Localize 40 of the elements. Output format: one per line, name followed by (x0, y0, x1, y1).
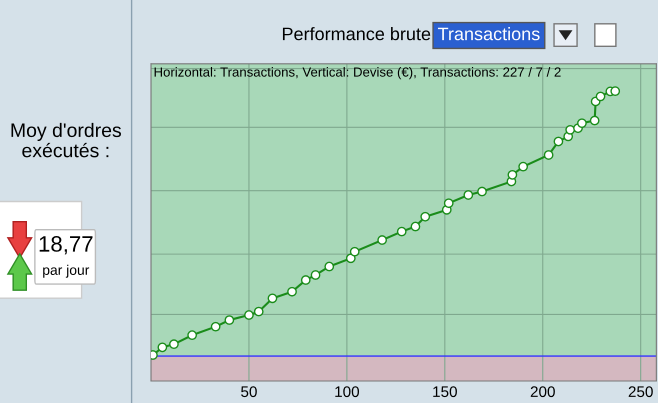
point (187, 330, 198, 340)
point (508, 170, 518, 180)
point (554, 136, 564, 146)
point (577, 118, 587, 128)
point (463, 190, 474, 200)
text: Moy d'ordres exécutés : (12, 122, 121, 158)
chart-subtitle: Horizontal: Transactions, Vertical: Devise (€), Transactions: 227 / 7 / 2 (154, 67, 561, 80)
point (518, 162, 528, 172)
text: Transactions (438, 27, 540, 40)
point (544, 150, 554, 160)
point (254, 306, 264, 316)
point (477, 186, 487, 196)
point (224, 315, 234, 325)
x-tick-label: 250 (628, 386, 653, 398)
x-tick-label: 200 (530, 386, 555, 398)
point (169, 339, 179, 350)
point (396, 226, 407, 236)
point (610, 86, 620, 96)
point (444, 198, 454, 208)
point (244, 310, 254, 320)
point (287, 286, 297, 297)
point (590, 116, 600, 126)
point (268, 293, 278, 304)
point (596, 92, 606, 102)
point (158, 342, 168, 352)
x-tick-label: 50 (241, 386, 257, 398)
point (410, 222, 420, 232)
x-tick-label: 150 (433, 386, 457, 398)
point (324, 262, 334, 272)
point (210, 322, 221, 332)
point (300, 275, 311, 285)
point (377, 235, 387, 245)
point (310, 270, 320, 280)
text: par jour (43, 264, 90, 278)
chart-title: Performance brute (282, 27, 430, 40)
text: 18,77 (40, 236, 92, 254)
x-tick-label: 100 (335, 386, 360, 398)
point (420, 212, 430, 222)
point (565, 124, 576, 135)
point (350, 246, 360, 257)
